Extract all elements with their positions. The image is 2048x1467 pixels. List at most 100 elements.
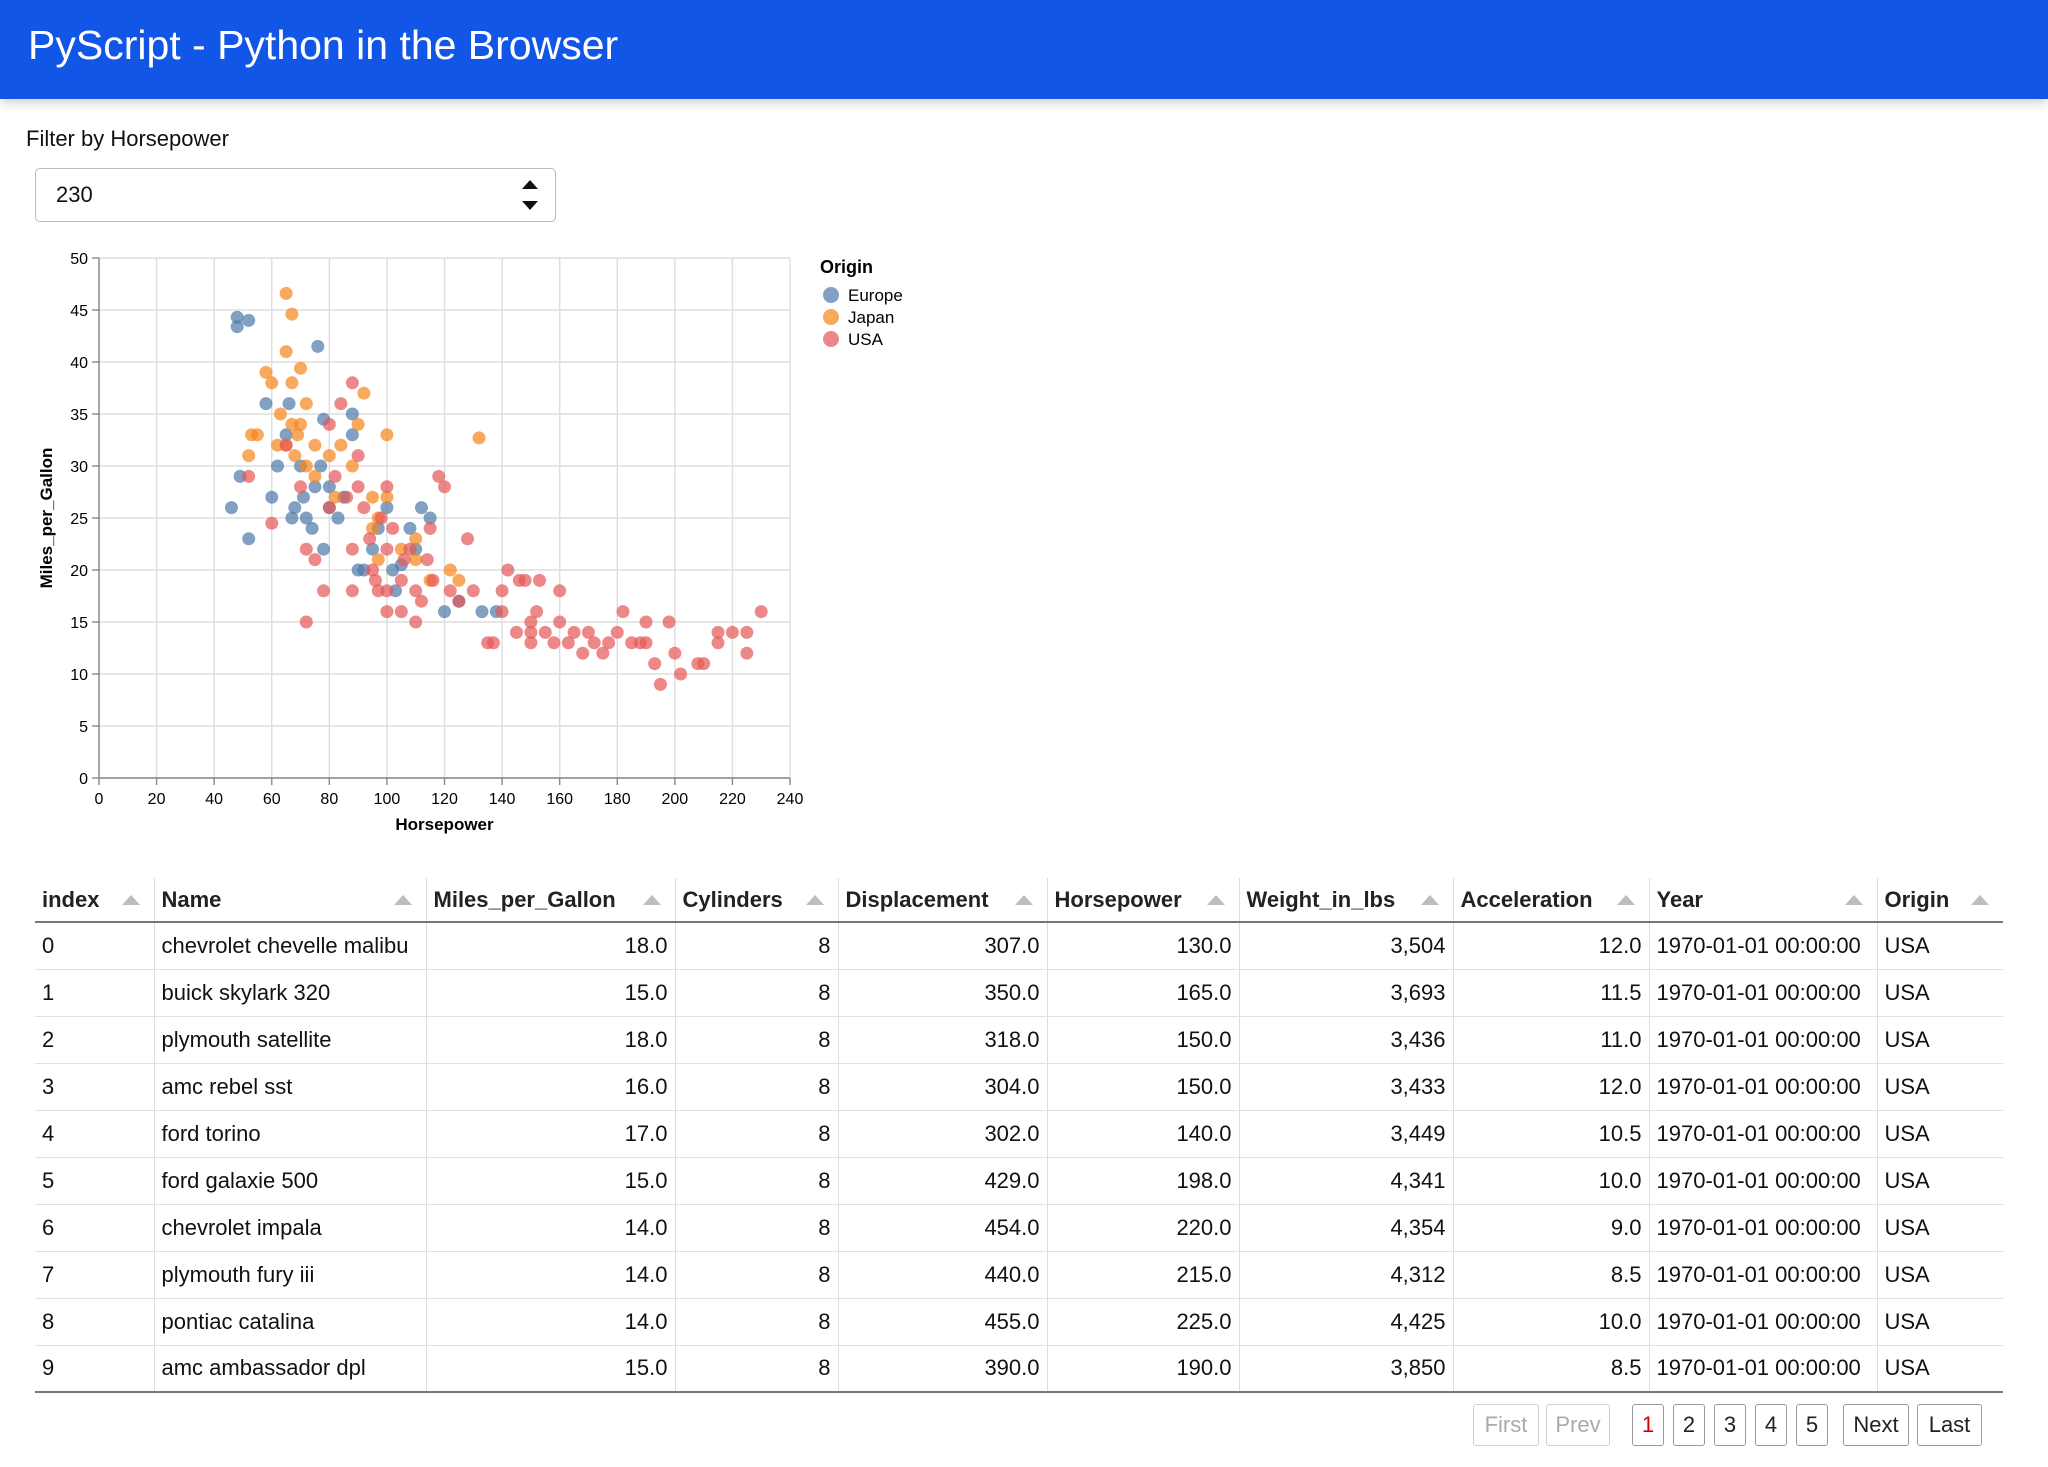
data-point-usa — [279, 438, 293, 452]
horsepower-column-header[interactable]: Horsepower — [1047, 878, 1240, 923]
displacement-column-header[interactable]: Displacement — [838, 878, 1048, 923]
legend-label-japan: Japan — [848, 308, 894, 327]
table-body: 0 chevrolet chevelle malibu 18.0 8 307.0 130.… — [35, 922, 2003, 1393]
data-point-usa — [414, 594, 428, 608]
data-point-usa — [328, 469, 342, 483]
table-row: 6 chevrolet impala 14.0 8 454.0 220.0 4,354 9.0… — [35, 1204, 2003, 1252]
data-point-europe — [366, 542, 380, 556]
acceleration-column-header[interactable]: Acceleration — [1453, 878, 1650, 923]
table-cell: 1970-01-01 00:00:00 — [1649, 1345, 1878, 1393]
table-cell: 8 — [675, 1016, 839, 1064]
data-point-usa — [524, 615, 538, 629]
y-tick-label: 45 — [70, 303, 88, 320]
data-point-japan — [443, 563, 457, 577]
sort-ascending-icon[interactable] — [1616, 895, 1635, 905]
name-column-header[interactable]: Name — [154, 878, 427, 923]
table-cell: 14.0 — [426, 1204, 676, 1252]
table-cell: 18.0 — [426, 922, 676, 970]
data-point-europe — [230, 310, 244, 324]
table-cell: 130.0 — [1047, 922, 1240, 970]
last-page-button[interactable]: Last — [1917, 1404, 1982, 1446]
page-5-button[interactable]: 5 — [1796, 1404, 1828, 1446]
data-point-usa — [242, 469, 256, 483]
data-point-japan — [371, 553, 385, 567]
table-cell: buick skylark 320 — [154, 969, 427, 1017]
table-cell: 304.0 — [838, 1063, 1048, 1111]
increment-arrow-icon[interactable] — [519, 178, 541, 192]
table-header-row: index Name Miles_per_Gallon Cylinders Displa… — [35, 878, 2003, 923]
table-cell: 15.0 — [426, 1157, 676, 1205]
table-cell: 9.0 — [1453, 1204, 1650, 1252]
cylinders-column-header[interactable]: Cylinders — [675, 878, 839, 923]
data-point-japan — [366, 490, 380, 504]
data-point-usa — [648, 657, 662, 671]
page-3-button[interactable]: 3 — [1714, 1404, 1746, 1446]
table-cell: 10.5 — [1453, 1110, 1650, 1158]
table-cell: 8.5 — [1453, 1345, 1650, 1393]
data-point-usa — [610, 625, 624, 639]
sort-ascending-icon[interactable] — [393, 895, 412, 905]
next-page-button[interactable]: Next — [1843, 1404, 1909, 1446]
page-4-button[interactable]: 4 — [1755, 1404, 1787, 1446]
page-1-button[interactable]: 1 — [1632, 1404, 1664, 1446]
sort-ascending-icon[interactable] — [1844, 895, 1863, 905]
data-point-usa — [561, 636, 575, 650]
x-tick-label: 20 — [148, 791, 166, 808]
sort-ascending-icon[interactable] — [805, 895, 824, 905]
column-header-label: Name — [161, 886, 222, 912]
table-cell: 9 — [35, 1345, 155, 1393]
table-cell: ford torino — [154, 1110, 427, 1158]
sort-ascending-icon[interactable] — [1971, 895, 1989, 905]
table-cell: 1970-01-01 00:00:00 — [1649, 1016, 1878, 1064]
decrement-arrow-icon[interactable] — [519, 199, 541, 213]
data-point-usa — [386, 521, 400, 535]
table-row: 0 chevrolet chevelle malibu 18.0 8 307.0 130.… — [35, 922, 2003, 970]
data-point-europe — [308, 480, 322, 494]
stepper-arrows — [519, 175, 541, 217]
sort-ascending-icon[interactable] — [1206, 895, 1225, 905]
first-page-button[interactable]: First — [1473, 1404, 1539, 1446]
table-cell: 3,504 — [1239, 922, 1454, 970]
weight-column-header[interactable]: Weight_in_lbs — [1239, 878, 1454, 923]
table-cell: 8.5 — [1453, 1251, 1650, 1299]
column-header-label: Horsepower — [1054, 886, 1182, 912]
origin-column-header[interactable]: Origin — [1877, 878, 2003, 923]
x-tick-label: 120 — [431, 791, 458, 808]
data-point-usa — [317, 584, 331, 598]
table-cell: 14.0 — [426, 1251, 676, 1299]
prev-page-button[interactable]: Prev — [1546, 1404, 1610, 1446]
table-cell: USA — [1877, 1204, 2003, 1252]
data-point-usa — [639, 636, 653, 650]
year-column-header[interactable]: Year — [1649, 878, 1878, 923]
sort-ascending-icon[interactable] — [1420, 895, 1439, 905]
sort-ascending-icon[interactable] — [1014, 895, 1033, 905]
table-row: 8 pontiac catalina 14.0 8 455.0 225.0 4,425 10.… — [35, 1298, 2003, 1346]
data-point-usa — [668, 646, 682, 660]
data-point-europe — [380, 501, 394, 515]
table-cell: 1970-01-01 00:00:00 — [1649, 922, 1878, 970]
page-2-button[interactable]: 2 — [1673, 1404, 1705, 1446]
table-cell: 140.0 — [1047, 1110, 1240, 1158]
index-column-header[interactable]: index — [35, 878, 155, 923]
table-cell: 18.0 — [426, 1016, 676, 1064]
data-point-europe — [331, 511, 345, 525]
x-tick-label: 60 — [263, 791, 281, 808]
data-point-usa — [587, 636, 601, 650]
table-cell: USA — [1877, 922, 2003, 970]
horsepower-filter-input[interactable] — [56, 179, 496, 211]
data-point-usa — [423, 521, 437, 535]
sort-ascending-icon[interactable] — [121, 895, 140, 905]
data-point-usa — [374, 511, 388, 525]
data-point-japan — [308, 469, 322, 483]
table-cell: 302.0 — [838, 1110, 1048, 1158]
table-cell: 198.0 — [1047, 1157, 1240, 1205]
sort-ascending-icon[interactable] — [642, 895, 661, 905]
data-point-usa — [426, 573, 440, 587]
mpg-column-header[interactable]: Miles_per_Gallon — [426, 878, 676, 923]
data-point-usa — [322, 417, 336, 431]
data-point-japan — [351, 417, 365, 431]
data-point-europe — [271, 459, 285, 473]
data-point-usa — [581, 625, 595, 639]
horsepower-filter-stepper[interactable] — [35, 168, 556, 222]
data-point-usa — [403, 542, 417, 556]
